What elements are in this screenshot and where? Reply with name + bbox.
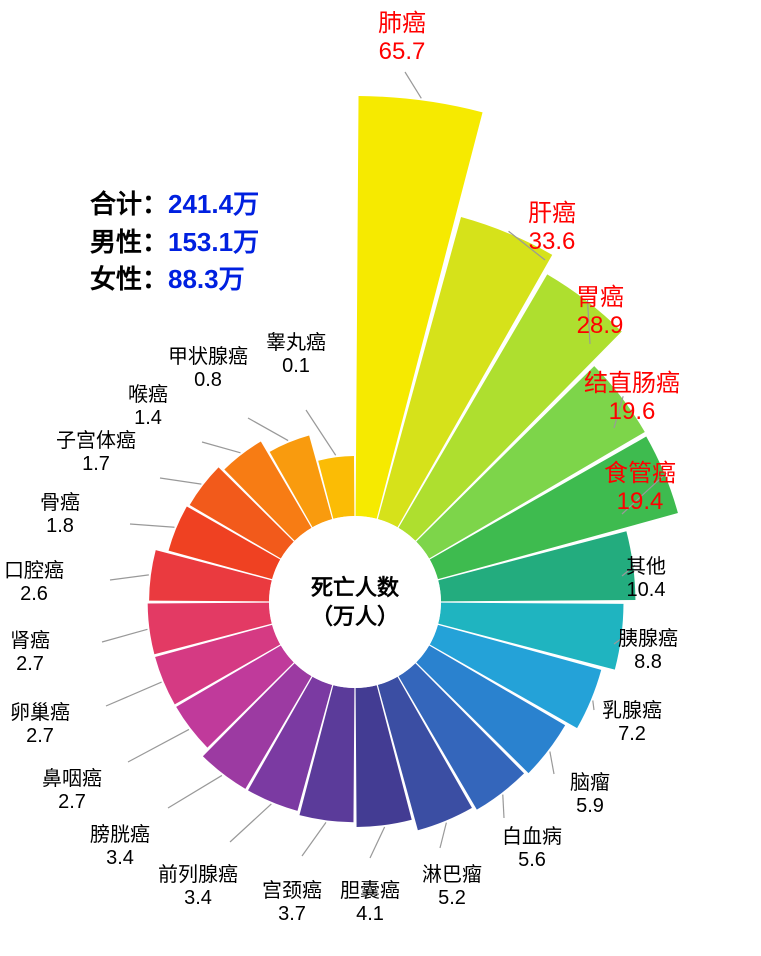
summary-value: 241.4万 — [168, 189, 259, 219]
summary-label: 女性： — [90, 264, 168, 294]
leader-line — [168, 775, 222, 808]
leader-line — [248, 418, 288, 441]
leader-line — [106, 682, 162, 706]
leader-line — [128, 729, 189, 762]
leader-line — [405, 72, 421, 98]
leader-line — [110, 575, 149, 580]
leader-line — [593, 701, 594, 710]
summary-row: 合计：241.4万 — [90, 186, 259, 224]
leader-line — [130, 524, 174, 527]
leader-line — [202, 442, 241, 453]
summary-label: 合计： — [90, 189, 168, 219]
leader-line — [503, 795, 504, 818]
summary-block: 合计：241.4万男性：153.1万女性：88.3万 — [90, 186, 259, 299]
summary-row: 女性：88.3万 — [90, 261, 259, 299]
summary-row: 男性：153.1万 — [90, 224, 259, 262]
leader-line — [370, 827, 385, 858]
leader-line — [302, 822, 326, 856]
summary-label: 男性： — [90, 227, 168, 257]
polar-bar-chart: 死亡人数 （万人） 合计：241.4万男性：153.1万女性：88.3万 肺癌6… — [0, 0, 761, 956]
leader-line — [440, 823, 446, 848]
center-circle — [269, 516, 441, 688]
chart-svg — [0, 0, 761, 956]
leader-line — [550, 752, 554, 774]
summary-value: 153.1万 — [168, 227, 259, 257]
leader-line — [102, 629, 147, 642]
summary-value: 88.3万 — [168, 264, 245, 294]
leader-line — [230, 804, 271, 842]
leader-line — [160, 478, 201, 484]
